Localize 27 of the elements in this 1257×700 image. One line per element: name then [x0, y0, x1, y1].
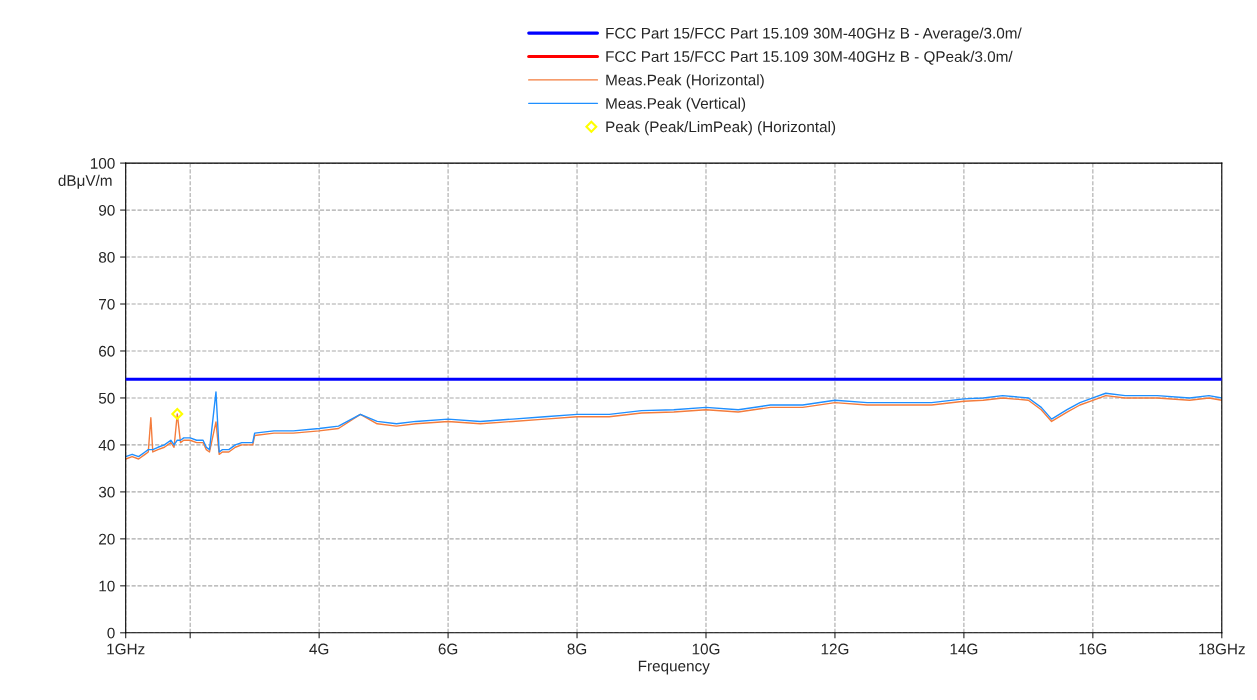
x-axis-title: Frequency [638, 660, 710, 675]
y-tick-label: 90 [99, 204, 115, 216]
y-tick-label: 40 [98, 439, 115, 451]
x-tick-label: 1GHz [107, 643, 145, 655]
x-tick-label: 16G [1079, 643, 1107, 655]
y-tick-label: 60 [99, 345, 115, 357]
y-tick-label: 100 [90, 157, 115, 169]
y-axis-title: dBμV/m [58, 174, 112, 189]
x-tick-label: 18GHz [1199, 643, 1245, 655]
legend-label: FCC Part 15/FCC Part 15.109 30M-40GHz B - Average/3.0m/ [606, 27, 1022, 42]
legend-label: Meas.Peak (Horizontal) [606, 74, 764, 89]
y-tick-label: 50 [98, 392, 115, 404]
y-tick-label: 0 [107, 627, 115, 639]
y-tick-label: 80 [98, 251, 115, 263]
y-tick-label: 10 [99, 580, 115, 592]
legend-label: Peak (Peak/LimPeak) (Horizontal) [606, 121, 836, 136]
legend-label: FCC Part 15/FCC Part 15.109 30M-40GHz B - QPeak/3.0m/ [606, 50, 1013, 65]
y-tick-label: 30 [98, 486, 115, 498]
x-tick-label: 10G [692, 643, 720, 655]
y-tick-label: 70 [99, 298, 115, 310]
y-tick-label: 20 [99, 533, 115, 545]
x-tick-label: 6G [438, 643, 458, 655]
x-tick-label: 12G [821, 643, 849, 655]
x-tick-label: 14G [950, 643, 978, 655]
x-tick-label: 4G [309, 643, 329, 655]
legend-label: Meas.Peak (Vertical) [606, 97, 746, 112]
x-tick-label: 8G [567, 643, 587, 655]
